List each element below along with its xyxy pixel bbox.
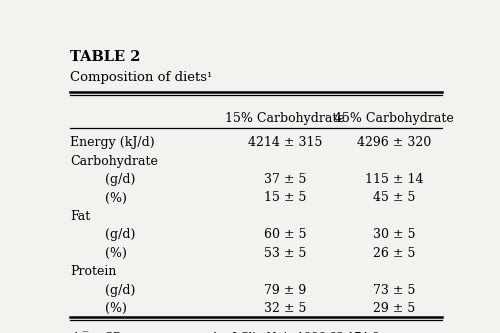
Text: (%): (%) bbox=[105, 247, 127, 260]
Text: Carbohydrate: Carbohydrate bbox=[70, 155, 158, 167]
Text: Am J Clin Nutr 1996;63:174-8: Am J Clin Nutr 1996;63:174-8 bbox=[210, 332, 379, 333]
Text: 26 ± 5: 26 ± 5 bbox=[372, 247, 415, 260]
Text: 53 ± 5: 53 ± 5 bbox=[264, 247, 306, 260]
Text: 79 ± 9: 79 ± 9 bbox=[264, 284, 306, 297]
Text: Energy (kJ/d): Energy (kJ/d) bbox=[70, 136, 155, 149]
Text: 115 ± 14: 115 ± 14 bbox=[364, 173, 423, 186]
Text: 37 ± 5: 37 ± 5 bbox=[264, 173, 306, 186]
Text: 4214 ± 315: 4214 ± 315 bbox=[248, 136, 322, 149]
Text: 29 ± 5: 29 ± 5 bbox=[372, 302, 415, 315]
Text: 45 ± 5: 45 ± 5 bbox=[372, 191, 415, 204]
Text: (g/d): (g/d) bbox=[105, 228, 136, 241]
Text: 32 ± 5: 32 ± 5 bbox=[264, 302, 306, 315]
Text: (g/d): (g/d) bbox=[105, 173, 136, 186]
Text: (%): (%) bbox=[105, 191, 127, 204]
Text: 45% Carbohydrate: 45% Carbohydrate bbox=[334, 112, 454, 125]
Text: 60 ± 5: 60 ± 5 bbox=[264, 228, 306, 241]
Text: 73 ± 5: 73 ± 5 bbox=[372, 284, 415, 297]
Text: 4296 ± 320: 4296 ± 320 bbox=[356, 136, 431, 149]
Text: Fat: Fat bbox=[70, 210, 90, 223]
Text: Protein: Protein bbox=[70, 265, 116, 278]
Text: TABLE 2: TABLE 2 bbox=[70, 50, 141, 64]
Text: (g/d): (g/d) bbox=[105, 284, 136, 297]
Text: ¹ x̅ ± SD.: ¹ x̅ ± SD. bbox=[74, 332, 124, 333]
Text: 30 ± 5: 30 ± 5 bbox=[372, 228, 415, 241]
Text: Composition of diets¹: Composition of diets¹ bbox=[70, 71, 212, 84]
Text: 15 ± 5: 15 ± 5 bbox=[264, 191, 306, 204]
Text: 15% Carbohydrate: 15% Carbohydrate bbox=[226, 112, 345, 125]
Text: (%): (%) bbox=[105, 302, 127, 315]
